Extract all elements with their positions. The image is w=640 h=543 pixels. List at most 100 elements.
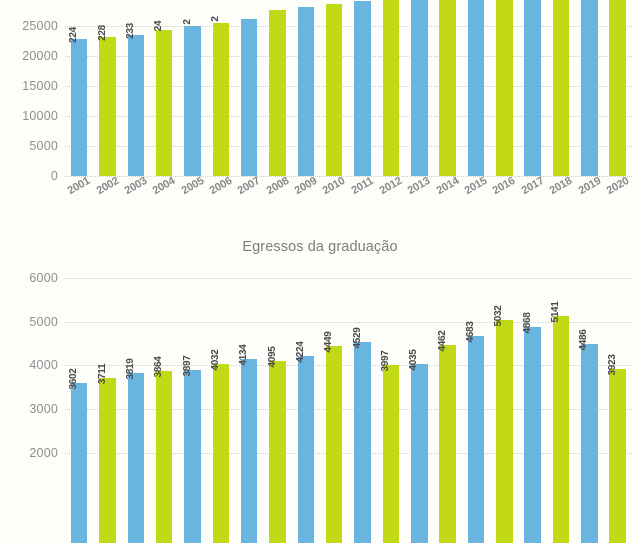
bar-slot[interactable] — [292, 0, 320, 176]
bar[interactable] — [524, 0, 541, 176]
bar[interactable]: 4134 — [238, 345, 258, 543]
bar[interactable]: 4095 — [267, 347, 286, 543]
gridline — [65, 86, 632, 87]
bar-slot[interactable] — [405, 0, 433, 176]
bar-slot[interactable]: 4683 — [462, 230, 490, 543]
bar-slot[interactable] — [235, 0, 263, 176]
bar-slot[interactable]: 4035 — [405, 230, 433, 543]
bar-slot[interactable]: 3864 — [150, 230, 178, 543]
bar[interactable]: 3819 — [125, 359, 145, 543]
x-tick-label: 2019 — [576, 174, 603, 198]
x-tick-label: 2009 — [292, 174, 320, 198]
bar[interactable]: 233 — [125, 23, 145, 176]
bar-slot[interactable]: 3997 — [377, 230, 405, 543]
bar[interactable]: 5141 — [550, 301, 570, 543]
x-tick-label: 2015 — [462, 174, 490, 198]
x-tick: 2019 — [575, 175, 603, 197]
bar[interactable]: 4486 — [578, 330, 598, 543]
x-tick: 2017 — [519, 175, 547, 197]
bar[interactable] — [269, 10, 286, 176]
bar[interactable] — [581, 0, 598, 176]
bar[interactable]: 224 — [68, 27, 88, 176]
bar[interactable]: 4035 — [408, 349, 428, 543]
bar[interactable] — [467, 0, 485, 176]
x-tick: 2001 — [65, 175, 93, 197]
bar[interactable] — [297, 6, 315, 176]
bar-slot[interactable]: 4134 — [235, 230, 263, 543]
x-tick-label: 2014 — [434, 174, 461, 198]
bar[interactable]: 24 — [153, 21, 173, 176]
bar-slot[interactable] — [377, 0, 405, 176]
bar-slot[interactable]: 233 — [122, 0, 150, 176]
y-tick-label: 5000 — [29, 139, 58, 153]
bar[interactable] — [439, 0, 456, 176]
bar[interactable]: 4529 — [352, 328, 371, 543]
bar-slot[interactable] — [490, 0, 518, 176]
bar-slot[interactable]: 4486 — [575, 230, 603, 543]
bar-value-label: 3711 — [96, 363, 108, 385]
bar-slot[interactable] — [519, 0, 547, 176]
bar-slot[interactable]: 4449 — [320, 230, 348, 543]
bar-slot[interactable] — [433, 0, 461, 176]
bar[interactable]: 4683 — [465, 321, 485, 543]
bar-value-label: 4449 — [323, 331, 335, 353]
bar-slot[interactable]: 4224 — [292, 230, 320, 543]
bar-slot[interactable]: 3602 — [65, 230, 93, 543]
gridline — [65, 278, 632, 279]
bar[interactable] — [241, 18, 258, 176]
bar[interactable]: 3997 — [380, 351, 400, 543]
bar-value-label: 3819 — [124, 358, 136, 380]
bar-slot[interactable]: 3819 — [122, 230, 150, 543]
bar-slot[interactable] — [604, 0, 632, 176]
bar[interactable] — [496, 0, 513, 176]
bar[interactable] — [354, 0, 371, 176]
bar-slot[interactable]: 4529 — [348, 230, 376, 543]
bar[interactable]: 228 — [97, 26, 116, 176]
bar-slot[interactable]: 228 — [93, 0, 121, 176]
bar[interactable] — [609, 0, 626, 176]
bar[interactable]: 4032 — [210, 349, 230, 543]
bar[interactable]: 3602 — [68, 368, 88, 543]
bar[interactable]: 2 — [182, 19, 201, 176]
bar[interactable] — [326, 4, 343, 176]
bar-slot[interactable]: 5032 — [490, 230, 518, 543]
bar[interactable] — [411, 0, 428, 176]
bar-slot[interactable]: 4032 — [207, 230, 235, 543]
bar-slot[interactable]: 4462 — [433, 230, 461, 543]
bar-slot[interactable] — [320, 0, 348, 176]
bar[interactable] — [382, 0, 400, 176]
bar-slot[interactable]: 2 — [178, 0, 206, 176]
bar-slot[interactable]: 2 — [207, 0, 235, 176]
bar[interactable]: 2 — [210, 16, 230, 176]
y-tick-label: 3000 — [29, 402, 58, 416]
bar-value-label: 4529 — [351, 327, 363, 349]
bar-slot[interactable] — [547, 0, 575, 176]
bar-slot[interactable] — [348, 0, 376, 176]
bar-slot[interactable] — [575, 0, 603, 176]
bar-slot[interactable]: 4868 — [519, 230, 547, 543]
bar[interactable]: 5032 — [493, 306, 513, 543]
bar[interactable] — [552, 0, 570, 176]
bar-slot[interactable] — [462, 0, 490, 176]
bar[interactable]: 4868 — [522, 313, 541, 543]
x-tick-label: 2005 — [179, 174, 206, 198]
bar[interactable]: 3711 — [97, 364, 116, 543]
bar-slot[interactable] — [263, 0, 291, 176]
bar-slot[interactable]: 5141 — [547, 230, 575, 543]
bar-slot[interactable]: 3711 — [93, 230, 121, 543]
bar-slot[interactable]: 3897 — [178, 230, 206, 543]
x-tick: 2010 — [320, 175, 348, 197]
bar[interactable]: 3897 — [182, 355, 201, 543]
bar[interactable]: 4462 — [437, 331, 456, 543]
bar-slot[interactable]: 224 — [65, 0, 93, 176]
x-tick: 2003 — [122, 175, 150, 197]
bar-value-label: 2 — [181, 19, 193, 25]
bar[interactable]: 4224 — [295, 341, 315, 543]
bar[interactable]: 3864 — [153, 357, 173, 543]
bar-slot[interactable]: 3923 — [604, 230, 632, 543]
bar[interactable]: 3923 — [607, 354, 626, 543]
bar-slot[interactable]: 4095 — [263, 230, 291, 543]
bar[interactable]: 4449 — [323, 331, 343, 543]
x-tick: 2016 — [490, 175, 518, 197]
bar-slot[interactable]: 24 — [150, 0, 178, 176]
